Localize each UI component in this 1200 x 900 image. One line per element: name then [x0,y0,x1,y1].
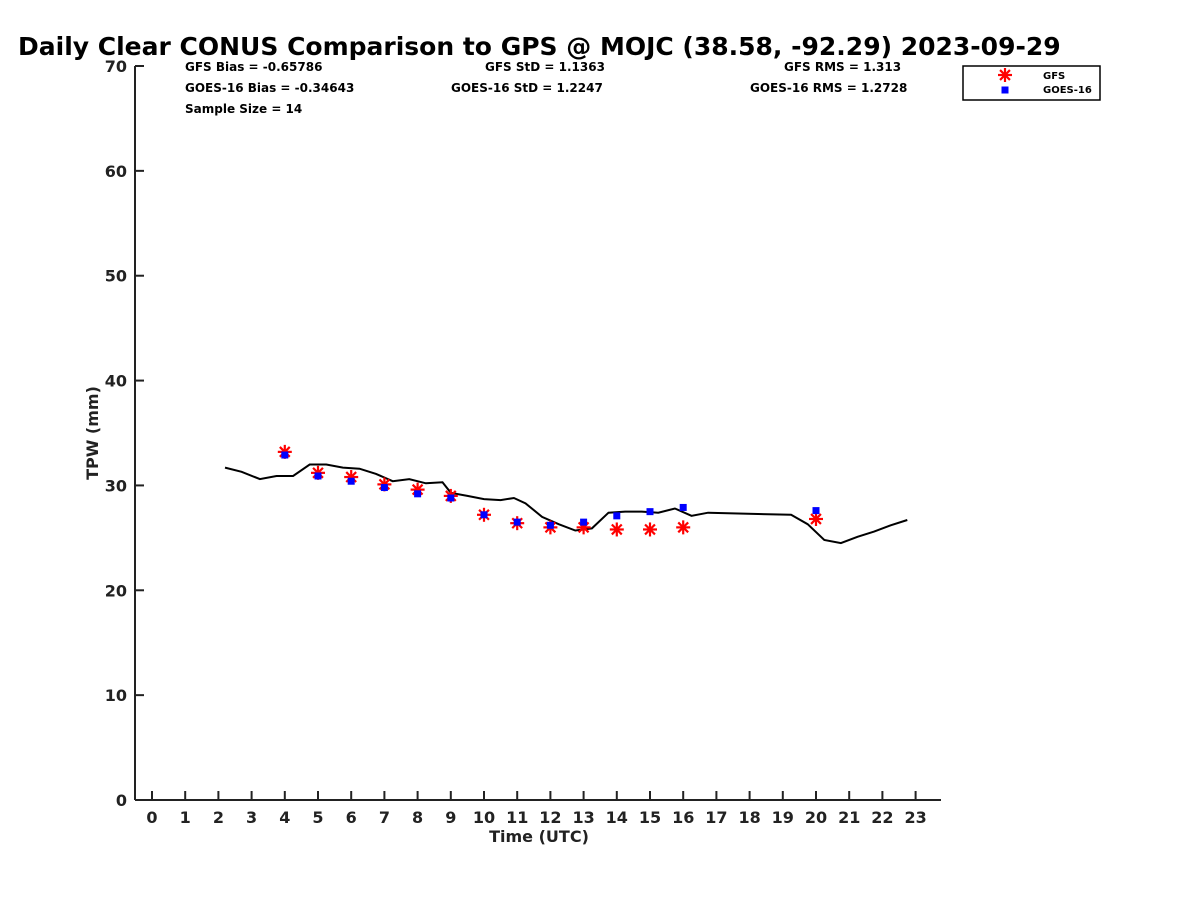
legend-gfs-marker [998,68,1012,82]
legend-box [962,65,1101,101]
x-axis-label: Time (UTC) [489,827,589,846]
markers-layer [277,444,823,537]
x-tick-label: 18 [738,808,760,827]
x-tick-label: 3 [246,808,257,827]
y-axis-label: TPW (mm) [83,386,102,480]
x-tick-label: 10 [473,808,495,827]
goes-point [447,494,455,502]
stat-goes-std: GOES-16 StD = 1.2247 [451,81,603,95]
gfs-point [609,522,624,537]
x-tick-label: 20 [805,808,827,827]
x-tick-label: 8 [412,808,423,827]
stat-gfs-bias: GFS Bias = -0.65786 [185,60,322,74]
y-tick-label: 10 [105,686,127,705]
gps-line [224,463,908,545]
goes-point [480,511,488,519]
x-tick-label: 16 [672,808,694,827]
stat-sample-size: Sample Size = 14 [185,102,302,116]
y-tick-label: 50 [105,267,127,286]
stat-goes-rms: GOES-16 RMS = 1.2728 [750,81,907,95]
x-tick-label: 5 [312,808,323,827]
stats-block: GFS Bias = -0.65786 GOES-16 Bias = -0.34… [185,60,907,116]
goes-point [812,507,820,515]
gfs-point [809,511,823,526]
x-tick-label: 9 [445,808,456,827]
stat-gfs-rms: GFS RMS = 1.313 [784,60,901,74]
goes-point [646,508,654,516]
goes-point [414,490,422,498]
y-tick-label: 40 [105,372,127,391]
goes-point [347,477,355,485]
y-tick-label: 70 [105,57,127,76]
stat-goes-bias: GOES-16 Bias = -0.34643 [185,81,354,95]
legend-gfs-symbol [998,68,1012,82]
x-tick-label: 15 [639,808,661,827]
legend-goes-marker [1001,86,1009,94]
x-tick-label: 17 [705,808,727,827]
x-tick-label: 21 [838,808,860,827]
x-tick-label: 6 [346,808,357,827]
goes-point [546,521,554,529]
goes-point [613,512,621,520]
legend-gfs-label: GFS [1043,71,1065,82]
legend-goes-symbol [1001,86,1009,94]
gps-line-layer [224,463,908,545]
x-tick-label: 2 [213,808,224,827]
goes-point [679,503,687,511]
x-tick-label: 4 [279,808,290,827]
x-tick-label: 0 [146,808,157,827]
legend: GFS GOES-16 [962,65,1101,101]
x-tick-label: 22 [871,808,893,827]
goes-point [380,484,388,492]
x-tick-label: 11 [506,808,528,827]
x-tick-label: 19 [772,808,794,827]
goes-point [314,472,322,480]
y-tick-label: 30 [105,476,127,495]
y-tick-label: 20 [105,581,127,600]
x-tick-label: 7 [379,808,390,827]
chart-title: Daily Clear CONUS Comparison to GPS @ MO… [18,32,1061,61]
stat-gfs-std: GFS StD = 1.1363 [485,60,605,74]
gfs-point [676,520,691,535]
y-tick-label: 60 [105,162,127,181]
x-tick-label: 14 [606,808,628,827]
x-tick-label: 1 [180,808,191,827]
goes-point [580,518,588,526]
y-tick-label: 0 [116,791,127,810]
legend-goes-label: GOES-16 [1043,85,1092,96]
goes-point [281,451,289,459]
x-tick-label: 23 [904,808,926,827]
x-tick-label: 13 [572,808,594,827]
gfs-point [643,522,657,537]
x-tick-label: 12 [539,808,561,827]
goes-point [513,518,521,526]
